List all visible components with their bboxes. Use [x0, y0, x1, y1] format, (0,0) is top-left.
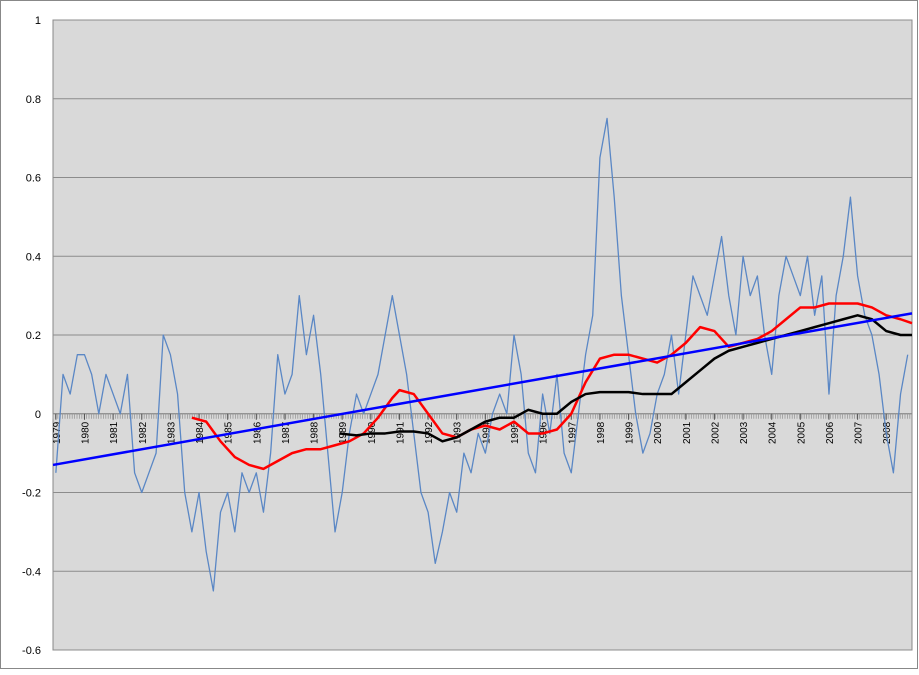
- x-tick-label: 1997: [567, 421, 578, 444]
- x-tick-label: 1993: [453, 421, 464, 444]
- y-tick-label: 0.8: [26, 94, 41, 106]
- x-tick-label: 2004: [768, 421, 779, 444]
- y-tick-label: 0.6: [26, 173, 41, 185]
- y-tick-label: 1: [35, 15, 41, 27]
- x-tick-label: 1995: [510, 421, 521, 444]
- y-tick-label: 0: [35, 409, 41, 421]
- x-tick-label: 2007: [854, 421, 865, 444]
- x-tick-label: 2005: [796, 421, 807, 444]
- x-tick-label: 1987: [281, 421, 292, 444]
- x-tick-label: 1981: [109, 421, 120, 444]
- series-line: [191, 302, 913, 471]
- y-tick-label: 0.2: [26, 330, 41, 342]
- x-tick-label: 2000: [653, 421, 664, 444]
- x-tick-label: 1988: [310, 421, 321, 444]
- y-tick-label: -0.4: [22, 566, 41, 578]
- x-tick-label: 1999: [625, 421, 636, 444]
- x-tick-label: 1982: [138, 421, 149, 444]
- x-tick-label: 1980: [80, 421, 91, 444]
- x-tick-label: 2008: [882, 421, 893, 444]
- x-tick-label: 1992: [424, 421, 435, 444]
- x-tick-label: 2001: [682, 421, 693, 444]
- y-tick-label: -0.6: [22, 645, 41, 657]
- y-tick-label: 0.4: [26, 251, 41, 263]
- y-tick-label: -0.2: [22, 488, 41, 500]
- series-line: [339, 314, 912, 443]
- series-line: [52, 312, 913, 467]
- x-tick-label: 1983: [166, 421, 177, 444]
- x-tick-label: 1986: [252, 421, 263, 444]
- x-tick-label: 2003: [739, 421, 750, 444]
- x-tick-label: 1989: [338, 421, 349, 444]
- x-tick-label: 1979: [52, 421, 63, 444]
- x-tick-label: 1998: [596, 421, 607, 444]
- x-tick-label: 2002: [710, 421, 721, 444]
- x-tick-label: 2006: [825, 421, 836, 444]
- x-tick-label: 1984: [195, 421, 206, 444]
- x-tick-label: 1994: [481, 421, 492, 444]
